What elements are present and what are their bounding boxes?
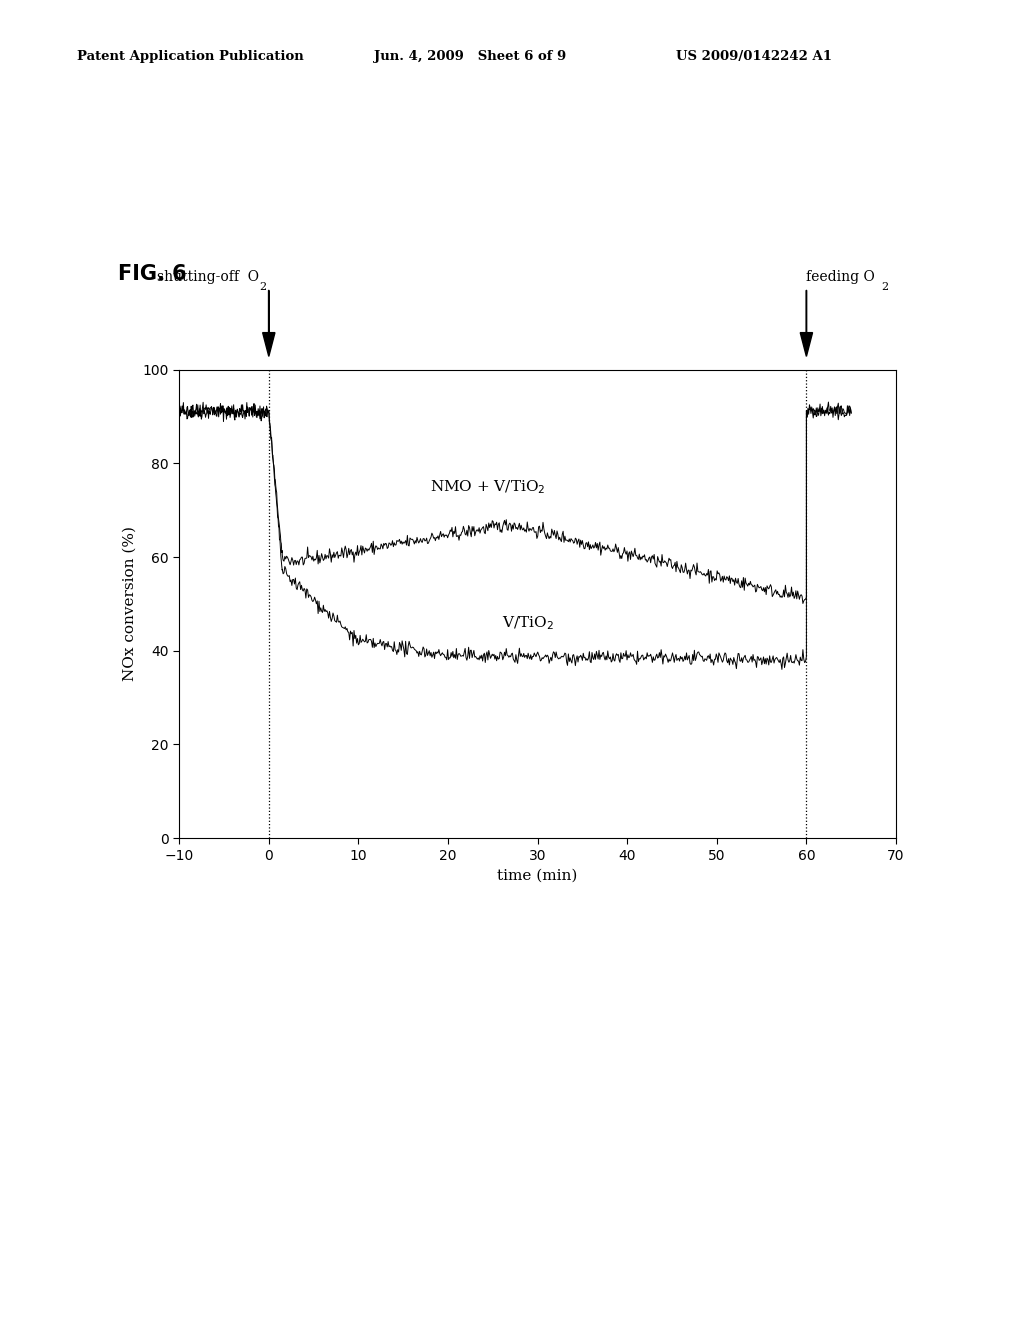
- Y-axis label: NOx conversion (%): NOx conversion (%): [123, 527, 137, 681]
- X-axis label: time (min): time (min): [498, 869, 578, 882]
- Text: NMO + V/TiO$_2$: NMO + V/TiO$_2$: [430, 478, 546, 496]
- Text: US 2009/0142242 A1: US 2009/0142242 A1: [676, 50, 831, 63]
- Text: 2: 2: [881, 281, 888, 292]
- Text: Patent Application Publication: Patent Application Publication: [77, 50, 303, 63]
- Text: 2: 2: [259, 281, 266, 292]
- Text: feeding O: feeding O: [806, 269, 876, 284]
- Text: shutting-off  O: shutting-off O: [157, 269, 258, 284]
- Text: FIG. 6: FIG. 6: [118, 264, 186, 284]
- Text: Jun. 4, 2009   Sheet 6 of 9: Jun. 4, 2009 Sheet 6 of 9: [374, 50, 566, 63]
- Text: V/TiO$_2$: V/TiO$_2$: [502, 614, 553, 632]
